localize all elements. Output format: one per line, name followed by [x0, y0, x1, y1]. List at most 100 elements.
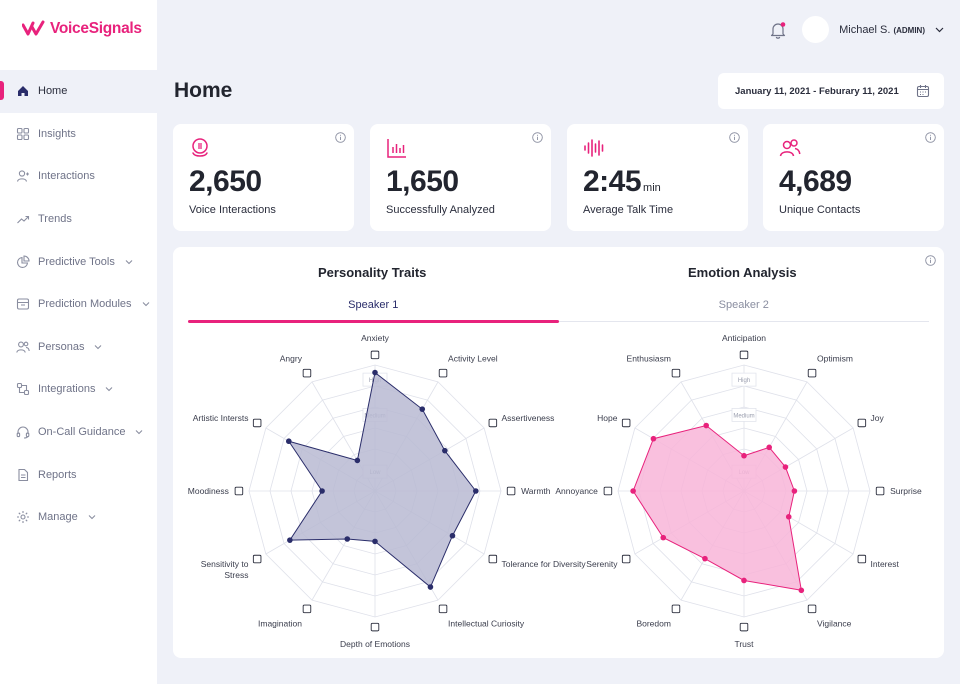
info-icon[interactable] [335, 132, 346, 143]
sidebar-nav: Home Insights Interactions Trends Predic… [0, 70, 157, 539]
date-range-value: January 11, 2021 - Feburary 11, 2021 [735, 85, 899, 97]
axis-marker-angry [302, 368, 312, 378]
data-point-artistic-intersts [285, 438, 292, 445]
tab-speaker-1[interactable]: Speaker 1 [188, 295, 559, 323]
chevron-down-icon [88, 515, 96, 520]
axis-label-enthusiasm: Enthusiasm [627, 353, 671, 363]
personality-radar: LowMediumHighAnxietyActivity LevelAssert… [188, 333, 587, 649]
chevron-down-icon[interactable] [935, 27, 944, 33]
data-point-hope [650, 435, 657, 442]
axis-label-anticipation: Anticipation [722, 333, 766, 343]
sidebar-item-predictive-tools[interactable]: Predictive Tools [0, 240, 157, 283]
date-range-picker[interactable]: January 11, 2021 - Feburary 11, 2021 [718, 73, 944, 109]
info-icon[interactable] [532, 132, 543, 143]
axis-marker-interest [857, 554, 867, 564]
stat-value: 2:45 min [583, 165, 661, 198]
axis-label-annoyance: Annoyance [555, 486, 598, 496]
sidebar-item-label: Personas [38, 340, 85, 353]
axis-marker-activity-level [438, 368, 448, 378]
microphone-icon [192, 138, 208, 157]
data-point-activity-level [419, 406, 426, 412]
level-box [731, 372, 757, 387]
data-point-annoyance [630, 488, 636, 494]
data-point-imagination [344, 536, 351, 542]
stat-value: 4,689 [779, 165, 852, 198]
axis-marker-anticipation [739, 350, 749, 360]
user-role: (ADMIN) [893, 25, 925, 35]
trend-icon [17, 216, 30, 224]
axis-marker-trust [739, 622, 749, 632]
sidebar-item-on-call-guidance[interactable]: On-Call Guidance [0, 411, 157, 454]
data-point-vigilance [798, 587, 805, 594]
sidebar-item-home[interactable]: Home [0, 70, 157, 113]
stat-label: Unique Contacts [779, 204, 861, 216]
data-point-anticipation [741, 452, 747, 459]
data-point-optimism [766, 444, 772, 451]
data-area [287, 371, 477, 588]
tab-speaker-2[interactable]: Speaker 2 [718, 299, 769, 311]
axis-label-boredom: Boredom [636, 619, 671, 629]
axis-label-surprise: Surprise [890, 486, 922, 496]
data-point-boredom [702, 555, 708, 562]
bar-chart-icon [387, 139, 406, 158]
axis-label-interest: Interest [871, 559, 900, 569]
analysis-panel: Personality Traits Emotion Analysis Spea… [173, 247, 944, 658]
sidebar-item-personas[interactable]: Personas [0, 326, 157, 369]
level-box [731, 407, 757, 422]
brand-name: VoiceSignals [50, 20, 142, 37]
stat-card-average-talk-time: 2:45 min Average Talk Time [567, 124, 748, 231]
axis-marker-vigilance [807, 604, 817, 614]
sidebar-item-integrations[interactable]: Integrations [0, 368, 157, 411]
sidebar-item-prediction-modules[interactable]: Prediction Modules [0, 283, 157, 326]
sidebar-item-manage[interactable]: Manage [0, 496, 157, 539]
grid-icon [16, 127, 30, 140]
axis-label-tolerance-for-diversity: Tolerance for Diversity [502, 559, 587, 569]
sidebar-item-label: Integrations [38, 383, 96, 396]
level-label-high: High [738, 378, 750, 384]
axis-label-anxiety: Anxiety [361, 333, 390, 343]
axis-label-depth-of-emotions: Depth of Emotions [340, 639, 410, 649]
data-point-depth-of-emotions [372, 538, 378, 545]
data-point-moodiness [319, 488, 325, 494]
avatar[interactable] [802, 16, 830, 43]
axis-label-joy: Joy [871, 413, 885, 423]
data-point-warmth [473, 488, 479, 494]
axis-marker-optimism [807, 368, 817, 378]
axis-marker-intellectual-curiosity [438, 604, 448, 614]
sidebar-item-interactions[interactable]: Interactions [0, 155, 157, 198]
data-point-enthusiasm [703, 422, 709, 429]
sidebar-item-label: Insights [38, 127, 76, 140]
data-area [632, 424, 802, 591]
radar-charts: LowMediumHighAnxietyActivity LevelAssert… [188, 333, 922, 649]
brand-logo[interactable]: VoiceSignals [22, 20, 142, 38]
axis-marker-anxiety [370, 350, 380, 360]
stat-value: 2,650 [189, 165, 262, 198]
info-icon[interactable] [925, 255, 936, 266]
info-icon[interactable] [729, 132, 740, 143]
data-point-serenity [660, 534, 667, 541]
axis-label-serenity: Serenity [586, 559, 618, 569]
chevron-down-icon [136, 430, 143, 435]
axis-marker-imagination [302, 604, 312, 614]
stat-card-unique-contacts: 4,689 Unique Contacts [763, 124, 944, 231]
sidebar-item-trends[interactable]: Trends [0, 198, 157, 241]
speaker-tabs: Speaker 1 Speaker 2 [188, 295, 929, 323]
axis-label-hope: Hope [597, 413, 618, 423]
user-name[interactable]: Michael S. (ADMIN) [839, 23, 925, 36]
sidebar-item-reports[interactable]: Reports [0, 453, 157, 496]
user-icon [16, 170, 29, 183]
waveform-icon [584, 139, 604, 157]
bell-icon[interactable] [768, 20, 788, 40]
chevron-down-icon [95, 344, 102, 350]
sidebar-item-insights[interactable]: Insights [0, 113, 157, 156]
stat-card-successfully-analyzed: 1,650 Successfully Analyzed [370, 124, 551, 231]
data-point-intellectual-curiosity [427, 584, 434, 590]
home-icon [18, 86, 28, 97]
level-label-medium: Medium [733, 413, 754, 419]
sidebar-item-label: Manage [38, 511, 78, 524]
personality-title: Personality Traits [318, 265, 427, 280]
pie-icon [16, 255, 30, 268]
sidebar-item-label: On-Call Guidance [38, 426, 126, 439]
sidebar-item-label: Home [38, 85, 68, 98]
info-icon[interactable] [925, 132, 936, 143]
